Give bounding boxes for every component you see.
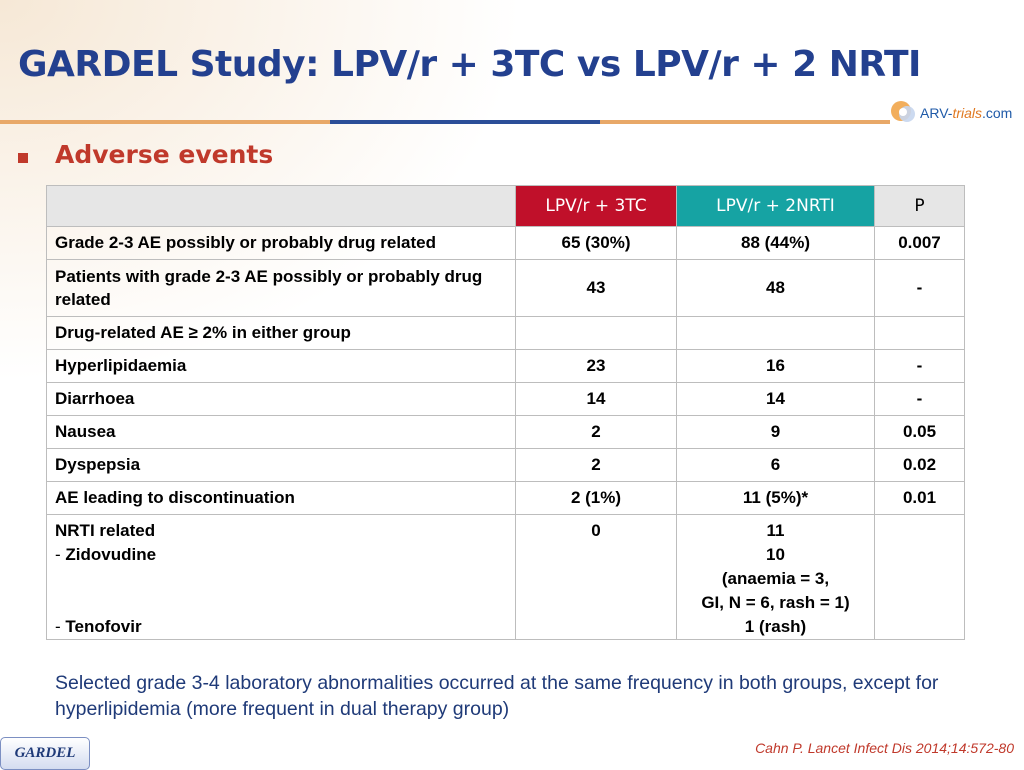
citation: Cahn P. Lancet Infect Dis 2014;14:572-80 (755, 740, 1014, 756)
cell-p-value: 0.02 (874, 448, 965, 482)
table-row: Dyspepsia 2 6 0.02 (46, 448, 965, 482)
cell-arm-3tc: 23 (515, 349, 677, 383)
cell-arm-2nrti (676, 316, 875, 350)
cell-arm-2nrti: 14 (676, 382, 875, 416)
header-empty-cell (46, 185, 516, 227)
cell-arm-2nrti: 88 (44%) (676, 226, 875, 260)
cell-arm-3tc: 0 (515, 514, 677, 640)
cell-p-value: 0.007 (874, 226, 965, 260)
row-label: Patients with grade 2-3 AE possibly or p… (46, 259, 516, 317)
cell-arm-3tc: 2 (1%) (515, 481, 677, 515)
header-arm-2nrti: LPV/r + 2NRTI (676, 185, 875, 227)
section-heading: Adverse events (55, 140, 274, 169)
label-dash: - (55, 545, 66, 564)
cell-arm-3tc (515, 316, 677, 350)
cell-arm-2nrti: 11 (5%)* (676, 481, 875, 515)
cell-p-value (874, 514, 965, 640)
cell-arm-3tc: 43 (515, 259, 677, 317)
footnote-text: Selected grade 3-4 laboratory abnormalit… (55, 672, 939, 720)
table-row: Patients with grade 2-3 AE possibly or p… (46, 259, 965, 317)
row-label: Drug-related AE ≥ 2% in either group (46, 316, 516, 350)
cell-value-line: 1 (rash) (744, 617, 807, 636)
logo-text-em: trials (952, 105, 982, 121)
row-label: Hyperlipidaemia (46, 349, 516, 383)
table-row: Diarrhoea 14 14 - (46, 382, 965, 416)
table-row: Grade 2-3 AE possibly or probably drug r… (46, 226, 965, 260)
title-rule-segment (600, 120, 890, 124)
cell-arm-3tc: 14 (515, 382, 677, 416)
row-label: NRTI related - Zidovudine - Tenofovir (46, 514, 516, 640)
cell-value-line: 11 (766, 521, 785, 540)
cell-p-value: - (874, 349, 965, 383)
row-label: AE leading to discontinuation (46, 481, 516, 515)
cell-p-value (874, 316, 965, 350)
cell-p-value: 0.05 (874, 415, 965, 449)
cell-p-value: - (874, 382, 965, 416)
label-line-nrti: NRTI related (55, 521, 156, 540)
header-arm-3tc: LPV/r + 3TC (515, 185, 677, 227)
cell-arm-2nrti: 6 (676, 448, 875, 482)
cell-value-line: GI, N = 6, rash = 1) (701, 593, 850, 612)
cell-arm-3tc: 65 (30%) (515, 226, 677, 260)
cell-arm-2nrti: 11 10 (anaemia = 3, GI, N = 6, rash = 1)… (676, 514, 875, 640)
cell-value: 0 (591, 521, 601, 540)
cell-arm-2nrti: 48 (676, 259, 875, 317)
adverse-events-table: LPV/r + 3TC LPV/r + 2NRTI P Grade 2-3 AE… (46, 185, 965, 640)
logo-mark-icon (888, 99, 920, 127)
cell-value-line: (anaemia = 3, (721, 569, 830, 588)
title-rule-segment (330, 120, 600, 124)
row-label: Dyspepsia (46, 448, 516, 482)
study-badge: GARDEL (0, 737, 90, 770)
table-row-nrti-related: NRTI related - Zidovudine - Tenofovir 0 … (46, 514, 965, 640)
cell-arm-2nrti: 16 (676, 349, 875, 383)
header-p-value: P (874, 185, 965, 227)
label-dash: - (55, 617, 66, 636)
cell-arm-2nrti: 9 (676, 415, 875, 449)
table-row: Drug-related AE ≥ 2% in either group (46, 316, 965, 350)
cell-arm-3tc: 2 (515, 448, 677, 482)
table-row: Nausea 2 9 0.05 (46, 415, 965, 449)
cell-value-line: 10 (766, 545, 785, 564)
row-label: Nausea (46, 415, 516, 449)
row-label: Grade 2-3 AE possibly or probably drug r… (46, 226, 516, 260)
bullet-square-icon (18, 153, 28, 163)
logo-text-tail: .com (982, 105, 1013, 121)
cell-p-value: - (874, 259, 965, 317)
logo-text-main: ARV- (920, 105, 953, 121)
label-line-zidovudine: Zidovudine (65, 545, 157, 564)
slide-title: GARDEL Study: LPV/r + 3TC vs LPV/r + 2 N… (18, 44, 921, 85)
arv-trials-logo: ARV-trials.com (888, 98, 1018, 128)
label-line-tenofovir: Tenofovir (65, 617, 142, 636)
title-rule-segment (0, 120, 330, 124)
table-header-row: LPV/r + 3TC LPV/r + 2NRTI P (46, 185, 965, 227)
row-label: Diarrhoea (46, 382, 516, 416)
table-row: AE leading to discontinuation 2 (1%) 11 … (46, 481, 965, 515)
cell-arm-3tc: 2 (515, 415, 677, 449)
cell-p-value: 0.01 (874, 481, 965, 515)
table-row: Hyperlipidaemia 23 16 - (46, 349, 965, 383)
